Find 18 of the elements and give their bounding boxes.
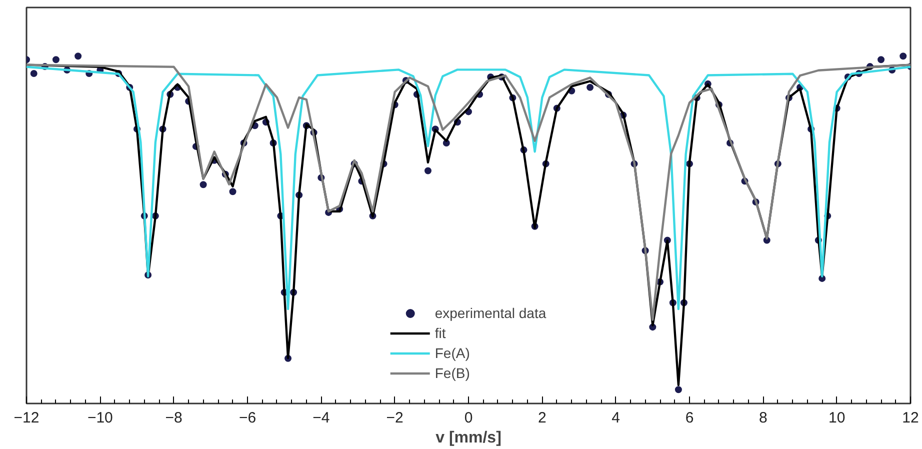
x-tick-label: 10 bbox=[828, 410, 846, 426]
x-tick-label: −12 bbox=[14, 410, 40, 426]
x-tick-label: −2 bbox=[386, 410, 404, 426]
legend-label: experimental data bbox=[434, 305, 546, 321]
x-tick-label: −8 bbox=[165, 410, 182, 426]
x-tick-label: 2 bbox=[538, 410, 546, 426]
legend-label: Fe(A) bbox=[434, 345, 470, 361]
x-tick-label: −6 bbox=[238, 410, 256, 426]
x-tick-label: 12 bbox=[902, 410, 919, 426]
x-tick-label: 8 bbox=[758, 410, 768, 426]
legend-label: Fe(B) bbox=[434, 365, 470, 381]
x-tick-label: −4 bbox=[312, 410, 330, 426]
legend-label: fit bbox=[434, 325, 447, 341]
x-tick-label: 6 bbox=[685, 410, 694, 426]
x-tick-label: −10 bbox=[87, 410, 113, 426]
x-tick-label: 4 bbox=[612, 410, 620, 426]
x-tick-label: 0 bbox=[464, 410, 473, 426]
x-axis-title: v [mm/s] bbox=[436, 430, 502, 446]
